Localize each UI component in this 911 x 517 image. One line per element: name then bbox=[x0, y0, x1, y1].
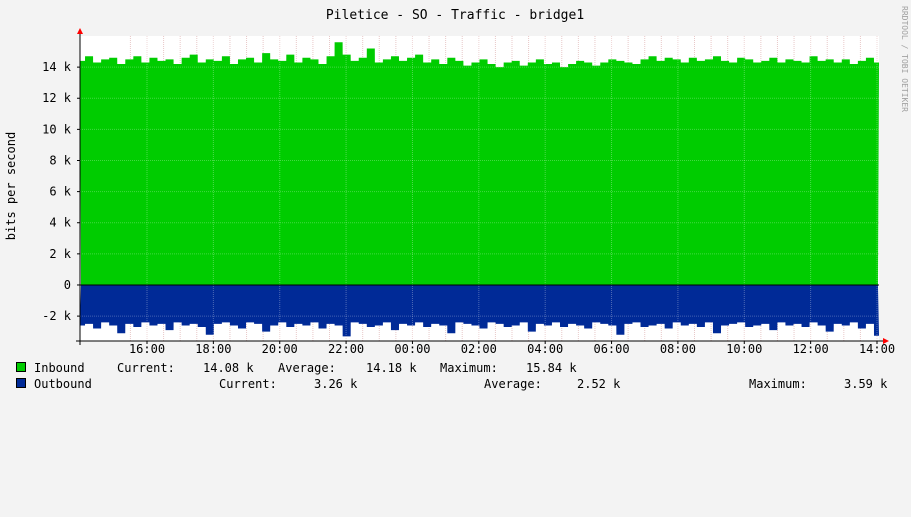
outbound-swatch bbox=[16, 378, 26, 388]
x-tick-label: 10:00 bbox=[726, 342, 762, 356]
x-tick-label: 18:00 bbox=[195, 342, 231, 356]
legend-inbound: Inbound Current: 14.08 k Average: 14.18 … bbox=[16, 361, 577, 375]
x-tick-label: 22:00 bbox=[328, 342, 364, 356]
y-tick-label: 8 k bbox=[49, 153, 71, 167]
x-tick-label: 12:00 bbox=[793, 342, 829, 356]
x-axis-arrow bbox=[883, 338, 889, 344]
inbound-swatch bbox=[16, 362, 26, 372]
legend-outbound-maximum-value: 3.59 k bbox=[844, 377, 888, 391]
x-tick-label: 08:00 bbox=[660, 342, 696, 356]
legend-outbound-name: Outbound bbox=[34, 377, 92, 391]
x-tick-label: 06:00 bbox=[593, 342, 629, 356]
y-tick-label: 0 bbox=[64, 278, 71, 292]
x-tick-label: 00:00 bbox=[394, 342, 430, 356]
y-tick-label: 14 k bbox=[42, 60, 72, 74]
y-tick-label: 6 k bbox=[49, 185, 71, 199]
y-tick-label: 4 k bbox=[49, 216, 71, 230]
y-axis-arrow bbox=[77, 28, 83, 34]
legend-outbound-maximum-label: Maximum: bbox=[749, 377, 807, 391]
traffic-chart: -2 k 0 2 k 4 k 6 k 8 k 10 k 12 k 14 k 16:00 18:00 2… bbox=[4, 6, 909, 356]
legend-inbound-average-value: 14.18 k bbox=[366, 361, 417, 375]
legend-inbound-maximum-label: Maximum: bbox=[440, 361, 498, 375]
watermark: RRDTOOL / TOBI OETIKER bbox=[900, 6, 909, 112]
chart-title: Piletice - SO - Traffic - bridge1 bbox=[326, 8, 584, 23]
legend-inbound-maximum-value: 15.84 k bbox=[526, 361, 577, 375]
y-tick-label: 12 k bbox=[42, 91, 72, 105]
y-axis-label: bits per second bbox=[4, 132, 18, 240]
y-tick-label: 10 k bbox=[42, 122, 72, 136]
legend-outbound-current-label: Current: bbox=[219, 377, 277, 391]
legend-outbound-average-label: Average: bbox=[484, 377, 542, 391]
legend-inbound-current-value: 14.08 k bbox=[203, 361, 254, 375]
outbound-area bbox=[80, 284, 879, 337]
x-tick-label: 16:00 bbox=[129, 342, 165, 356]
inbound-area bbox=[80, 42, 879, 285]
legend-outbound-current-value: 3.26 k bbox=[314, 377, 358, 391]
legend-inbound-name: Inbound bbox=[34, 361, 85, 375]
legend-inbound-average-label: Average: bbox=[278, 361, 336, 375]
graph-frame: -2 k 0 2 k 4 k 6 k 8 k 10 k 12 k 14 k 16:00 18:00 2… bbox=[4, 6, 909, 391]
x-tick-label: 02:00 bbox=[461, 342, 497, 356]
x-tick-label: 04:00 bbox=[527, 342, 563, 356]
y-tick-label: -2 k bbox=[42, 309, 72, 323]
legend-outbound: Outbound Current: 3.26 k Average: 2.52 k… bbox=[16, 377, 887, 391]
y-tick-label: 2 k bbox=[49, 247, 71, 261]
legend-inbound-current-label: Current: bbox=[117, 361, 175, 375]
x-tick-label: 14:00 bbox=[859, 342, 895, 356]
legend-outbound-average-value: 2.52 k bbox=[577, 377, 621, 391]
x-tick-label: 20:00 bbox=[262, 342, 298, 356]
